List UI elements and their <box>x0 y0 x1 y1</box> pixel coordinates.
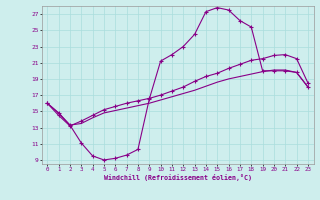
X-axis label: Windchill (Refroidissement éolien,°C): Windchill (Refroidissement éolien,°C) <box>104 174 252 181</box>
